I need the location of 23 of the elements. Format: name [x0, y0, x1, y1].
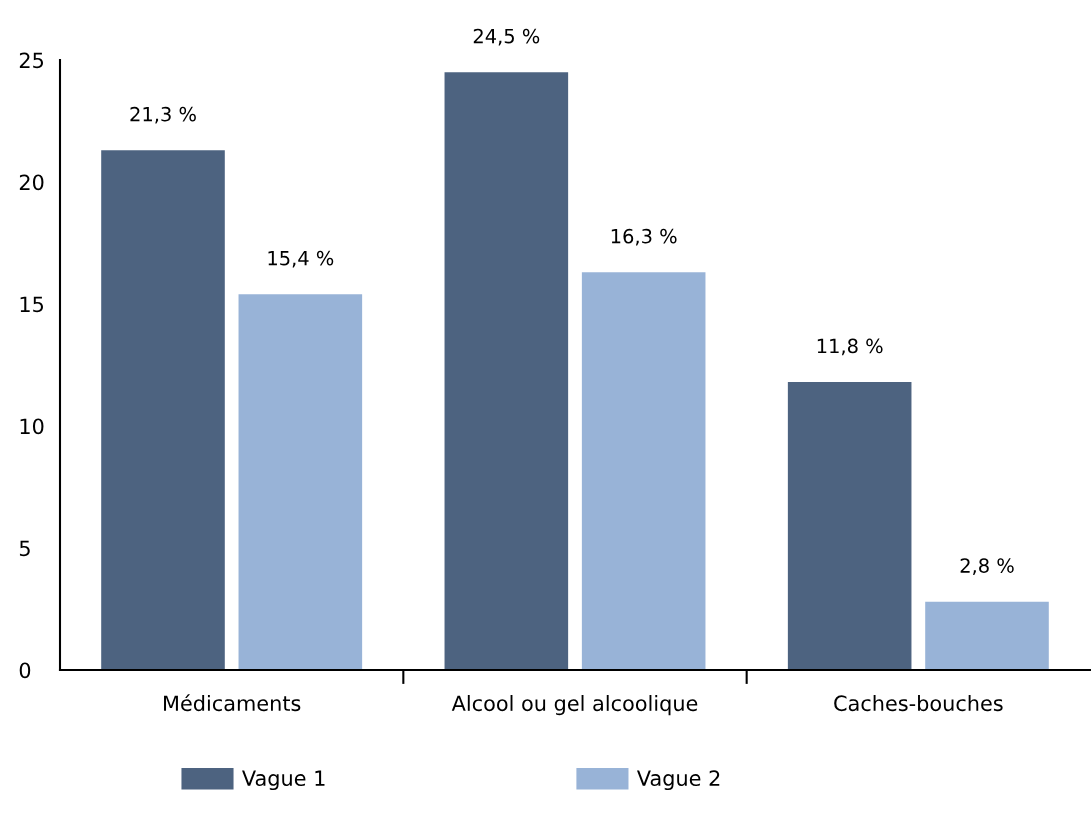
bar — [581, 272, 706, 670]
legend-label: Vague 1 — [242, 770, 325, 791]
y-tick-label: 0 — [19, 662, 31, 679]
bar — [101, 150, 225, 670]
y-tick-label: 10 — [20, 418, 44, 435]
y-tick-label: 5 — [19, 540, 30, 557]
x-tick-label: Alcool ou gel alcoolique — [451, 695, 698, 716]
x-tick-label: Médicaments — [164, 694, 301, 712]
data-label: 15,4 % — [268, 250, 334, 268]
data-label: 21,3 % — [130, 106, 196, 124]
bar — [238, 294, 363, 670]
y-tick-label: 20 — [19, 174, 44, 191]
x-tick-label: Caches-bouches — [834, 695, 1003, 712]
bar — [925, 601, 1049, 670]
legend-label: Vague 2 — [636, 770, 720, 791]
y-tick-label: 15 — [20, 296, 44, 313]
data-label: 2,8 % — [960, 558, 1014, 575]
data-label: 16,3 % — [611, 228, 677, 246]
y-tick-label: 25 — [19, 52, 44, 69]
bar — [787, 382, 912, 670]
data-label: 11,8 % — [817, 338, 883, 356]
data-label: 24,5 % — [473, 28, 540, 46]
bar — [444, 72, 569, 670]
